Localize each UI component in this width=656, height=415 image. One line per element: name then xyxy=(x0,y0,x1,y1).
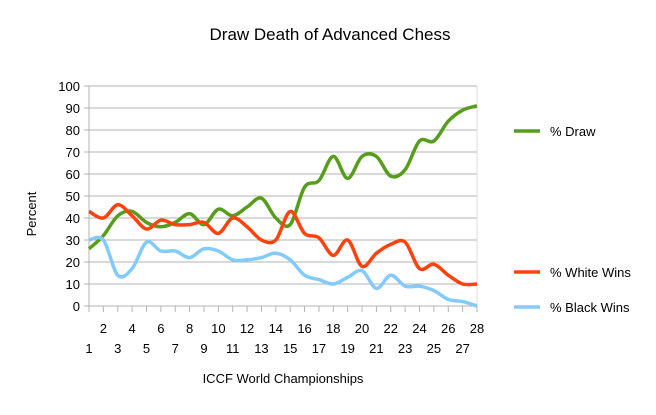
x-tick-label: 9 xyxy=(200,341,207,356)
y-tick-label: 0 xyxy=(73,299,80,314)
x-tick-label: 12 xyxy=(240,321,254,336)
y-tick-label: 40 xyxy=(66,211,80,226)
y-tick-label: 90 xyxy=(66,101,80,116)
x-tick-label: 6 xyxy=(157,321,164,336)
chart-title: Draw Death of Advanced Chess xyxy=(210,25,451,44)
x-tick-label: 13 xyxy=(254,341,268,356)
x-tick-label: 28 xyxy=(470,321,484,336)
x-tick-label: 7 xyxy=(172,341,179,356)
x-tick-label: 26 xyxy=(441,321,455,336)
x-tick-label: 1 xyxy=(85,341,92,356)
x-tick-label: 19 xyxy=(340,341,354,356)
series-lines xyxy=(87,104,478,308)
x-tick-label: 3 xyxy=(114,341,121,356)
x-tick-label: 18 xyxy=(326,321,340,336)
x-tick-label: 25 xyxy=(427,341,441,356)
x-axis-label: ICCF World Championships xyxy=(203,371,364,386)
gridlines xyxy=(84,85,478,307)
legend-label: % Black Wins xyxy=(550,300,630,315)
y-tick-label: 20 xyxy=(66,255,80,270)
y-tick-label: 100 xyxy=(58,79,80,94)
x-tick-label: 4 xyxy=(128,321,135,336)
series-line-white-wins xyxy=(88,203,478,287)
y-tick-label: 50 xyxy=(66,189,80,204)
y-tick-label: 70 xyxy=(66,145,80,160)
x-tick-label: 27 xyxy=(455,341,469,356)
x-tick-label: 8 xyxy=(186,321,193,336)
x-tick-label: 5 xyxy=(143,341,150,356)
x-tick-label: 24 xyxy=(412,321,426,336)
y-axis-label: Percent xyxy=(24,191,39,236)
y-tick-label: 80 xyxy=(66,123,80,138)
x-tick-label: 22 xyxy=(384,321,398,336)
x-tick-label: 23 xyxy=(398,341,412,356)
x-tick-label: 17 xyxy=(312,341,326,356)
y-axis-ticks: 0 10 20 30 40 50 60 70 80 90 100 xyxy=(58,79,80,314)
y-tick-label: 30 xyxy=(66,233,80,248)
y-tick-label: 10 xyxy=(66,277,80,292)
x-tick-label: 21 xyxy=(369,341,383,356)
x-tick-label: 15 xyxy=(283,341,297,356)
x-tick-label: 14 xyxy=(269,321,283,336)
x-tick-label: 11 xyxy=(226,341,240,356)
x-axis-ticks: 1234567891011121314151617181920212223242… xyxy=(85,306,484,356)
y-tick-label: 60 xyxy=(66,167,80,182)
x-tick-label: 2 xyxy=(100,321,107,336)
x-tick-label: 16 xyxy=(297,321,311,336)
legend-label: % Draw xyxy=(550,124,596,139)
x-tick-label: 10 xyxy=(211,321,225,336)
legend-label: % White Wins xyxy=(550,265,631,280)
series-line-black-wins xyxy=(88,235,478,308)
x-tick-label: 20 xyxy=(355,321,369,336)
legend: % Draw % White Wins % Black Wins xyxy=(514,124,631,315)
